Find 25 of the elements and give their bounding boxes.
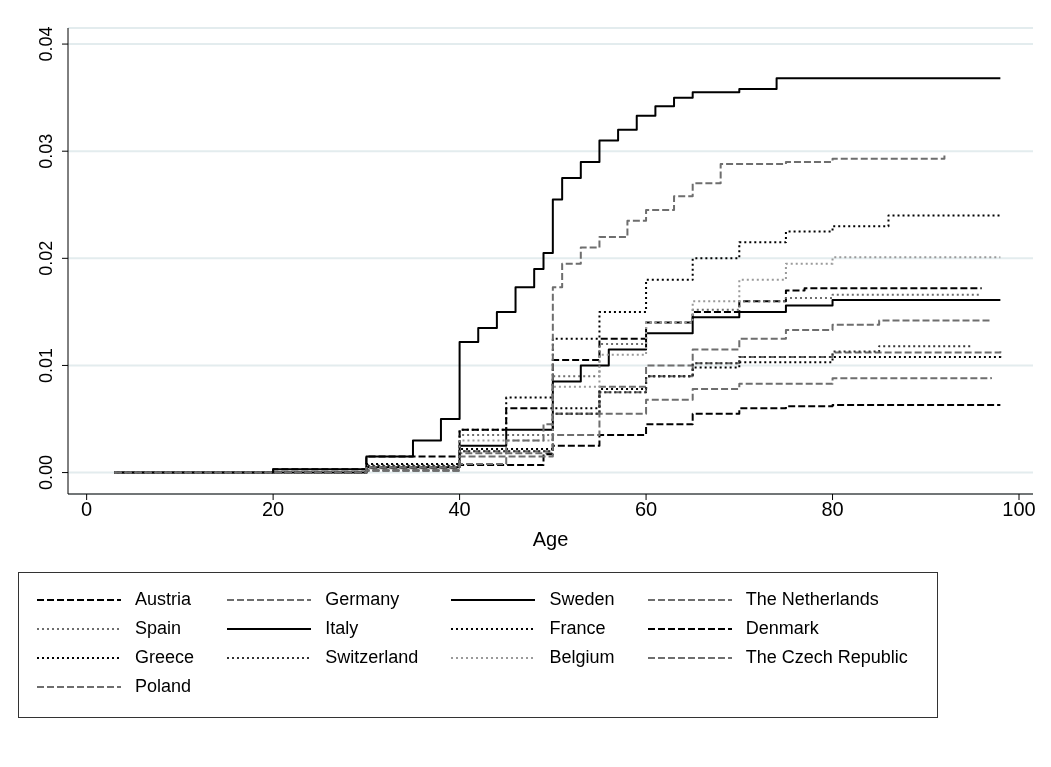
x-tick-label: 80 <box>821 498 844 521</box>
legend-label: Austria <box>135 589 192 610</box>
legend-label: Switzerland <box>325 647 419 668</box>
y-tick-label: 0.03 <box>36 133 56 169</box>
y-tick-label: 0.04 <box>36 26 56 62</box>
legend-label: Belgium <box>549 647 615 668</box>
x-tick-label: 60 <box>634 498 658 521</box>
x-tick-label: 20 <box>262 498 285 521</box>
legend-label: Denmark <box>745 618 819 639</box>
y-tick-label: 0.00 <box>36 455 56 491</box>
x-axis-title: Age <box>532 528 569 550</box>
legend-label: Greece <box>135 647 195 668</box>
legend-label: The Netherlands <box>745 589 879 610</box>
legend-label: Italy <box>325 618 359 639</box>
x-tick-label: 100 <box>1002 498 1036 521</box>
y-tick-label: 0.02 <box>36 240 56 276</box>
legend-label: France <box>549 618 606 639</box>
x-tick-label: 40 <box>448 498 471 521</box>
legend-label: Poland <box>135 676 192 697</box>
y-tick-label: 0.01 <box>36 347 56 383</box>
legend-label: Germany <box>325 589 400 610</box>
legend-label: Spain <box>135 618 182 639</box>
legend-label: The Czech Republic <box>745 647 908 668</box>
legend-label: Sweden <box>549 589 615 610</box>
x-tick-label: 0 <box>81 498 93 521</box>
